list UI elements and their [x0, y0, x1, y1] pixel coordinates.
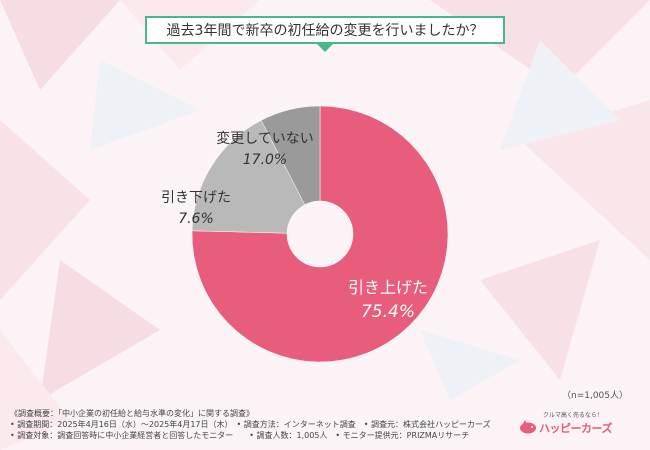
- slice-label: 引き上げた: [348, 278, 428, 297]
- pig-icon: [520, 420, 536, 434]
- survey-note-line-1: 《調査概要：「中小企業の初任給と給与水準の変化」に関する調査》: [10, 409, 254, 418]
- slice-label: 変更していない: [216, 130, 314, 147]
- survey-note-line-2: • 調査期間：2025年4月16日（水）～2025年4月17日（木） • 調査方…: [10, 420, 491, 429]
- chart-title: 過去3年間で新卒の初任給の変更を行いましたか？: [166, 23, 484, 39]
- slice-value-label: 17.0%: [243, 152, 287, 168]
- donut-slice: [260, 105, 321, 206]
- slice-value-label: 75.4%: [361, 302, 415, 322]
- logo-name: ハッピーカーズ: [539, 422, 612, 435]
- logo-slogan: クルマ高く売るなら！: [543, 412, 603, 419]
- slice-value-label: 7.6%: [178, 211, 214, 227]
- slice-label: 引き下げた: [161, 190, 231, 206]
- chart-title-box: 過去3年間で新卒の初任給の変更を行いましたか？: [145, 16, 505, 44]
- sample-size-note: （n=1,005人）: [561, 391, 628, 401]
- survey-notes: 《調査概要：「中小企業の初任給と給与水準の変化」に関する調査》 • 調査期間：2…: [10, 408, 510, 441]
- company-logo: クルマ高く売るなら！ ハッピーカーズ: [515, 410, 643, 442]
- donut-slice: [191, 119, 306, 234]
- survey-note-line-3: • 調査対象：調査回答時に中小企業経営者と回答したモニター • 調査人数：1,0…: [10, 431, 470, 440]
- title-pointer: [317, 44, 333, 52]
- donut-slice: [191, 105, 449, 363]
